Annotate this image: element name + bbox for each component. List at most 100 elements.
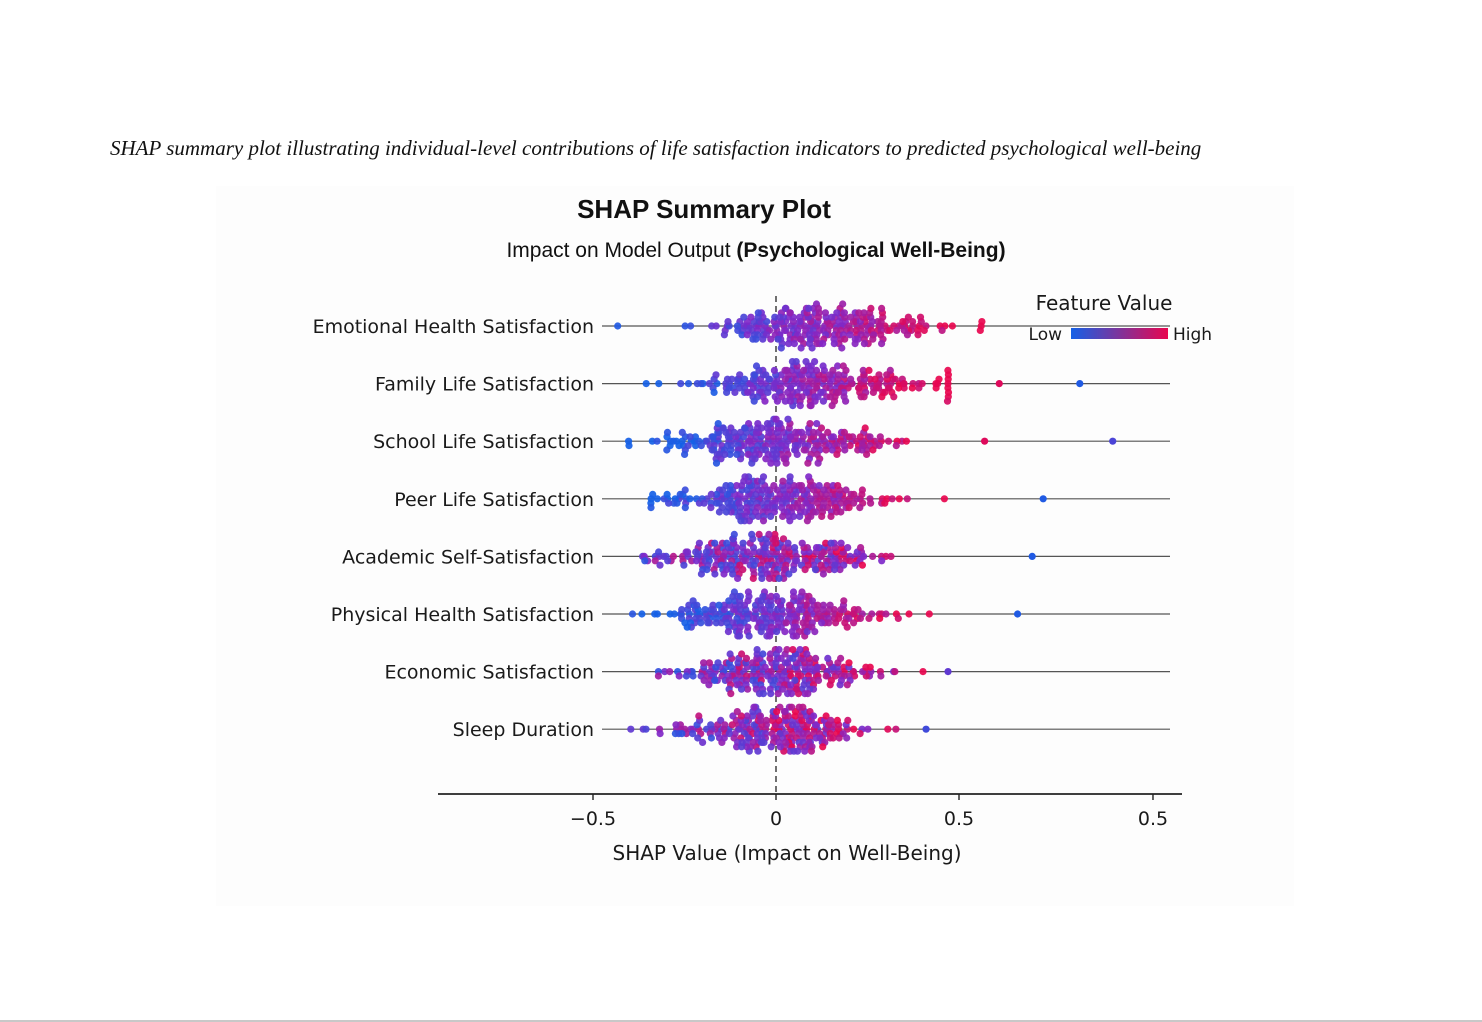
shap-point bbox=[830, 566, 839, 574]
shap-point bbox=[728, 721, 736, 729]
shap-point bbox=[940, 495, 949, 503]
shap-point bbox=[878, 340, 886, 348]
shap-point bbox=[689, 672, 697, 680]
shap-point bbox=[825, 566, 833, 574]
chart-subtitle: Impact on Model Output (Psychological We… bbox=[506, 239, 1005, 262]
shap-point bbox=[892, 442, 900, 450]
shap-point bbox=[714, 659, 722, 667]
shap-point bbox=[826, 601, 834, 609]
shap-point bbox=[686, 495, 694, 503]
shap-point bbox=[681, 619, 689, 627]
shap-point bbox=[834, 482, 842, 490]
shap-point bbox=[748, 530, 756, 538]
feature-label: Physical Health Satisfaction bbox=[331, 604, 594, 626]
shap-point bbox=[843, 734, 851, 742]
shap-point bbox=[812, 654, 820, 662]
shap-point bbox=[900, 380, 908, 388]
shap-point bbox=[835, 734, 843, 742]
shap-point bbox=[844, 716, 852, 725]
shap-point bbox=[743, 712, 751, 720]
shap-point bbox=[837, 654, 845, 662]
shap-point bbox=[827, 512, 835, 520]
shap-point bbox=[700, 659, 708, 667]
shap-point bbox=[701, 606, 709, 614]
feature-labels: Emotional Health Satisfaction Family Life… bbox=[313, 316, 594, 741]
shap-point bbox=[755, 530, 763, 538]
shap-point bbox=[858, 446, 866, 454]
shap-point bbox=[812, 366, 821, 374]
shap-point bbox=[811, 566, 820, 574]
shap-point bbox=[827, 716, 835, 725]
shap-point bbox=[681, 450, 689, 458]
shap-point bbox=[919, 668, 927, 676]
shap-point bbox=[754, 309, 762, 317]
shap-point bbox=[697, 619, 705, 627]
shap-point bbox=[705, 659, 713, 667]
shap-point bbox=[735, 384, 744, 392]
shap-point bbox=[850, 490, 858, 498]
shap-point bbox=[750, 703, 758, 711]
figure-panel: SHAP Summary Plot Impact on Model Output… bbox=[216, 186, 1294, 906]
shap-point bbox=[840, 428, 849, 436]
shap-point bbox=[803, 650, 811, 658]
shap-point bbox=[702, 548, 710, 556]
shap-point bbox=[793, 450, 801, 458]
shap-point bbox=[895, 495, 903, 503]
shap-point bbox=[871, 375, 879, 383]
shap-point bbox=[822, 539, 830, 547]
shap-point bbox=[830, 340, 838, 348]
shap-point bbox=[736, 632, 744, 640]
shap-point bbox=[733, 681, 741, 689]
shap-point bbox=[877, 672, 885, 680]
shap-point bbox=[680, 561, 688, 569]
shap-point bbox=[655, 548, 663, 556]
shap-point bbox=[810, 712, 818, 720]
shap-point bbox=[860, 309, 868, 317]
shap-point bbox=[784, 539, 792, 547]
shap-point bbox=[801, 566, 809, 574]
shap-point bbox=[860, 552, 868, 560]
shap-point bbox=[819, 397, 828, 405]
shap-point bbox=[814, 393, 822, 401]
shap-point bbox=[730, 428, 738, 436]
shap-point bbox=[614, 322, 622, 330]
shap-outlier-point bbox=[944, 668, 952, 676]
shap-point bbox=[773, 628, 781, 636]
shap-point bbox=[829, 734, 837, 742]
shap-point bbox=[914, 331, 922, 339]
shap-point bbox=[887, 552, 895, 560]
shap-outlier-point bbox=[922, 725, 930, 733]
shap-point bbox=[859, 366, 867, 374]
shap-point bbox=[741, 557, 750, 565]
shap-point bbox=[709, 601, 717, 609]
shap-point bbox=[858, 561, 867, 569]
shap-point bbox=[876, 614, 884, 622]
shap-outlier-point bbox=[1109, 437, 1117, 445]
shap-outlier-point bbox=[1076, 380, 1084, 388]
shap-point bbox=[844, 384, 852, 392]
shap-point bbox=[838, 344, 846, 352]
shap-point bbox=[845, 659, 853, 667]
shap-point bbox=[749, 614, 758, 622]
shap-point bbox=[715, 601, 723, 609]
shap-point bbox=[737, 685, 746, 693]
shap-point bbox=[665, 499, 673, 507]
shap-point bbox=[814, 676, 823, 684]
shap-point bbox=[789, 646, 797, 654]
shap-point bbox=[747, 313, 755, 321]
shap-point bbox=[664, 557, 672, 565]
shap-point bbox=[818, 619, 826, 627]
shap-point bbox=[776, 313, 784, 321]
shap-point bbox=[771, 676, 779, 684]
shap-point bbox=[925, 610, 933, 618]
shap-point bbox=[708, 446, 716, 454]
figure-caption: SHAP summary plot illustrating individua… bbox=[110, 136, 1202, 160]
shap-outlier-point bbox=[981, 437, 989, 445]
shap-point bbox=[785, 340, 793, 348]
shap-point bbox=[840, 597, 848, 605]
shap-point bbox=[861, 424, 869, 432]
shap-point bbox=[791, 544, 799, 552]
shap-point bbox=[938, 326, 946, 334]
shap-point bbox=[642, 380, 650, 388]
shap-point bbox=[860, 393, 868, 401]
